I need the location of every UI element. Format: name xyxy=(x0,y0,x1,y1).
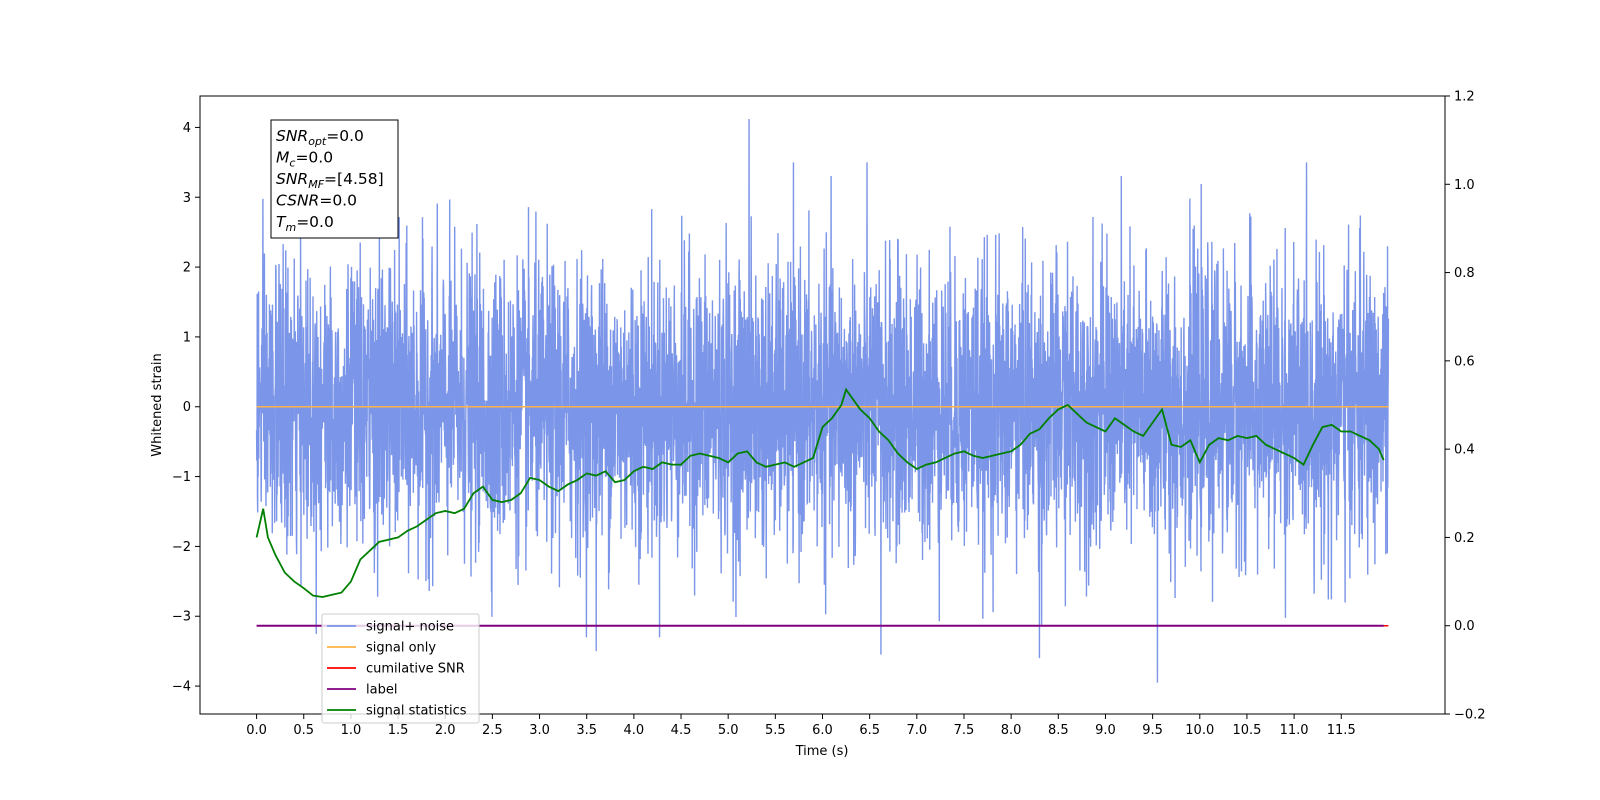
x-axis-label: Time (s) xyxy=(795,744,849,759)
annotation-box-frame xyxy=(270,119,399,239)
x-tick-label: 9.5 xyxy=(1142,723,1163,738)
annotation-line: Mc=0.0 xyxy=(276,149,333,170)
x-tick-label: 3.5 xyxy=(576,723,597,738)
y-tick-label: 3 xyxy=(183,191,191,206)
x-tick-label: 7.0 xyxy=(906,723,927,738)
legend-label-signal-plus-noise: signal+ noise xyxy=(366,620,454,635)
legend-frame xyxy=(321,613,480,724)
legend-label-cumilative-snr: cumilative SNR xyxy=(366,662,465,677)
x-tick-label: 1.0 xyxy=(341,723,362,738)
x-tick-label: 1.5 xyxy=(388,723,409,738)
x-tick-label: 4.0 xyxy=(624,723,645,738)
x-tick-label: 11.5 xyxy=(1327,723,1356,738)
y2-tick-label: −0.2 xyxy=(1454,708,1486,723)
y-axis-left: 4 3 2 1 0 −1 −2 −3 −4 xyxy=(172,121,200,695)
y-axis-right: 1.2 1.0 0.8 0.6 0.4 0.2 0.0 −0.2 xyxy=(1445,90,1486,723)
y2-tick-label: 1.0 xyxy=(1454,178,1475,193)
y2-tick-label: 0.8 xyxy=(1454,266,1475,281)
x-axis: 0.0 0.5 1.0 1.5 2.0 2.5 3.0 3.5 4.0 4.5 5.0 5.5 6.0 6… xyxy=(246,714,1356,738)
x-tick-label: 2.5 xyxy=(482,723,503,738)
x-tick-label: 0.0 xyxy=(246,723,267,738)
y2-tick-label: 1.2 xyxy=(1454,90,1475,105)
x-tick-label: 7.5 xyxy=(954,723,975,738)
y-tick-label: −4 xyxy=(172,680,191,695)
y2-tick-label: 0.6 xyxy=(1454,354,1475,369)
legend-label-signal-statistics: signal statistics xyxy=(366,704,467,719)
x-tick-label: 10.0 xyxy=(1185,723,1214,738)
y-tick-label: −1 xyxy=(172,470,191,485)
x-tick-label: 6.0 xyxy=(812,723,833,738)
x-tick-label: 10.5 xyxy=(1232,723,1261,738)
x-tick-label: 8.5 xyxy=(1048,723,1069,738)
series-signal-plus-noise-group xyxy=(255,119,1390,683)
x-tick-label: 4.5 xyxy=(671,723,692,738)
series-signal-statistics-group xyxy=(255,387,1385,598)
annotation-line: SNRopt=0.0 xyxy=(276,127,364,148)
legend: signal+ noise signal only cumilative SNR la… xyxy=(321,613,480,724)
x-tick-label: 5.5 xyxy=(765,723,786,738)
x-tick-label: 6.5 xyxy=(859,723,880,738)
y2-tick-label: 0.0 xyxy=(1454,619,1475,634)
annotation-line: SNRMF=[4.58] xyxy=(276,170,384,191)
x-tick-label: 8.0 xyxy=(1001,723,1022,738)
x-tick-label: 3.0 xyxy=(529,723,550,738)
legend-label-signal-only: signal only xyxy=(366,641,436,656)
x-tick-label: 9.0 xyxy=(1095,723,1116,738)
annotation-line: CSNR=0.0 xyxy=(276,192,357,210)
y-tick-label: 2 xyxy=(183,261,191,276)
y2-tick-label: 0.2 xyxy=(1454,531,1475,546)
x-tick-label: 0.5 xyxy=(293,723,314,738)
y-tick-label: 0 xyxy=(183,400,191,415)
series-line-signal-plus-noise xyxy=(255,119,1390,683)
y-tick-label: −2 xyxy=(172,540,191,555)
x-tick-label: 5.0 xyxy=(718,723,739,738)
legend-label-label: label xyxy=(366,683,397,698)
y-tick-label: −3 xyxy=(172,610,191,625)
y-axis-label: Whitened strain xyxy=(150,353,165,456)
y-tick-label: 4 xyxy=(183,121,191,136)
x-tick-label: 11.0 xyxy=(1280,723,1309,738)
series-line-signal-statistics xyxy=(255,387,1385,598)
x-tick-label: 2.0 xyxy=(435,723,456,738)
y2-tick-label: 0.4 xyxy=(1454,443,1475,458)
annotation-line: Tm=0.0 xyxy=(276,213,334,234)
y-tick-label: 1 xyxy=(183,330,191,345)
